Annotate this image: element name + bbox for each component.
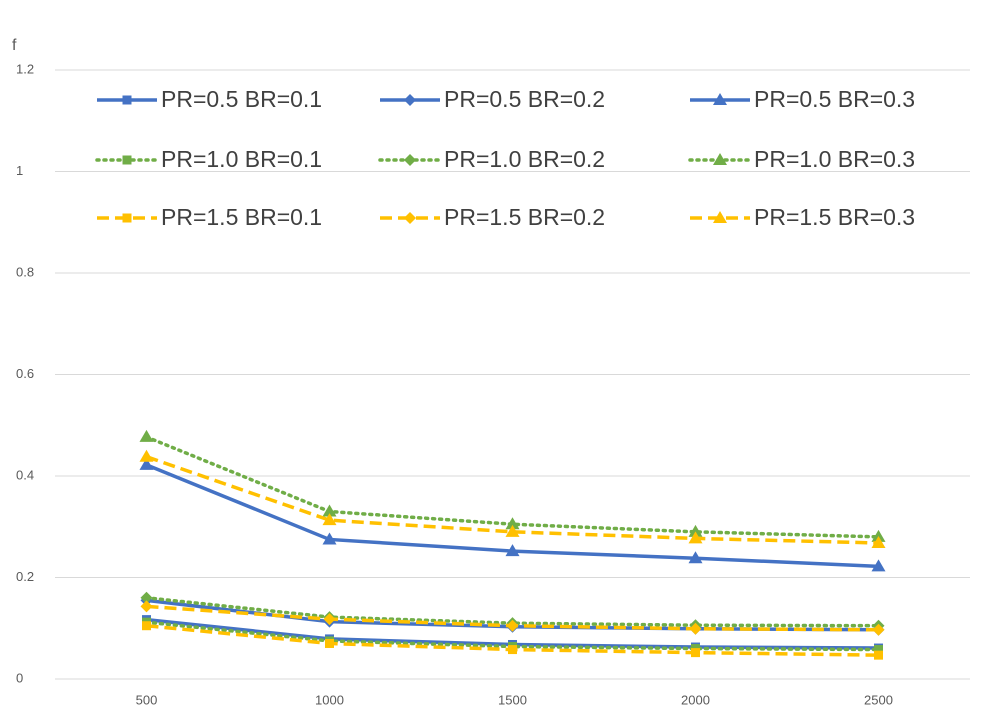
data-point [139, 449, 154, 462]
y-tick-label: 0.4 [16, 467, 34, 482]
legend-marker [713, 93, 727, 105]
legend-marker [122, 155, 132, 165]
y-tick-label: 0 [16, 670, 23, 685]
x-tick-label: 1500 [498, 692, 527, 707]
legend-label: PR=1.0 BR=0.3 [754, 146, 915, 172]
data-point [139, 457, 154, 470]
data-point [691, 648, 700, 658]
data-point [871, 529, 886, 542]
legend-marker [404, 154, 416, 166]
data-point [688, 531, 703, 544]
data-point [142, 621, 151, 631]
data-point [872, 623, 885, 636]
data-point [871, 535, 886, 548]
x-tick-label: 2500 [864, 692, 893, 707]
legend-label: PR=0.5 BR=0.3 [754, 86, 915, 112]
data-point [689, 622, 702, 635]
data-point [140, 591, 153, 604]
series-line [145, 455, 879, 545]
data-point [140, 600, 153, 613]
legend-marker [713, 153, 727, 165]
y-tick-label: 1.2 [16, 61, 34, 76]
legend-label: PR=0.5 BR=0.2 [444, 86, 605, 112]
legend-marker [122, 95, 132, 105]
legend-marker [713, 211, 727, 223]
data-point [871, 559, 886, 572]
data-point [505, 544, 520, 557]
x-tick-label: 1000 [315, 692, 344, 707]
x-tick-label: 500 [136, 692, 158, 707]
data-point [688, 524, 703, 537]
data-point [506, 619, 519, 632]
legend-label: PR=1.0 BR=0.1 [161, 146, 322, 172]
y-tick-label: 0.2 [16, 569, 34, 584]
data-point [325, 638, 334, 648]
legend-marker [122, 213, 132, 223]
legend-label: PR=0.5 BR=0.1 [161, 86, 322, 112]
y-tick-label: 1 [16, 163, 23, 178]
data-point [874, 650, 883, 660]
data-point [874, 645, 883, 655]
legend-label: PR=1.5 BR=0.1 [161, 204, 322, 230]
legend-label: PR=1.0 BR=0.2 [444, 146, 605, 172]
legend-label: PR=1.5 BR=0.2 [444, 204, 605, 230]
data-point [322, 513, 337, 526]
data-point [508, 645, 517, 655]
y-tick-label: 0.6 [16, 366, 34, 381]
y-tick-label: 0.8 [16, 264, 34, 279]
data-point [688, 551, 703, 564]
data-point [505, 524, 520, 537]
x-tick-label: 2000 [681, 692, 710, 707]
legend-marker [404, 94, 416, 106]
data-point [505, 517, 520, 530]
data-point [323, 613, 336, 626]
legend-marker [404, 212, 416, 224]
legend-label: PR=1.5 BR=0.3 [754, 204, 915, 230]
y-axis-label: f [12, 37, 17, 54]
data-point [322, 504, 337, 517]
data-point [322, 532, 337, 545]
data-point [139, 429, 154, 442]
